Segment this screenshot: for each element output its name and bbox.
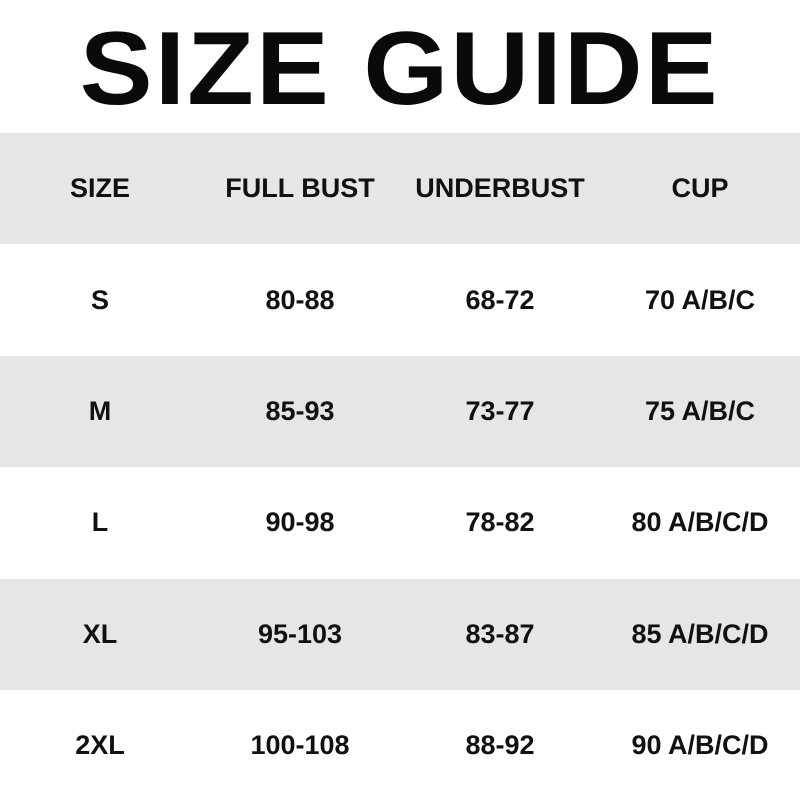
cell-underbust: 83-87 [465,618,535,649]
title-text: SIZE GUIDE [80,11,720,127]
cell-cup: 70 A/B/C [644,284,756,315]
cell-cup: 75 A/B/C [644,395,756,426]
cell-underbust: 68-72 [465,284,535,315]
table-row: 2XL 100-108 88-92 90 A/B/C/D [0,690,800,801]
header-cup: CUP [671,173,729,204]
table-row: S 80-88 68-72 70 A/B/C [0,244,800,355]
page-title: SIZE GUIDE [0,0,800,133]
table-row: L 90-98 78-82 80 A/B/C/D [0,467,800,578]
cell-underbust: 78-82 [465,507,535,538]
cell-full-bust: 85-93 [265,395,335,426]
cell-size: 2XL [75,730,125,761]
size-table: SIZE FULL BUST UNDERBUST CUP S 80-88 68-… [0,133,800,801]
cell-cup: 80 A/B/C/D [631,507,769,538]
cell-underbust: 88-92 [465,730,535,761]
table-row: M 85-93 73-77 75 A/B/C [0,355,800,468]
cell-size: XL [82,618,118,649]
cell-full-bust: 90-98 [265,507,335,538]
cell-underbust: 73-77 [465,395,535,426]
cell-size: L [91,507,109,538]
cell-full-bust: 95-103 [257,618,343,649]
cell-cup: 85 A/B/C/D [631,618,769,649]
cell-size: M [88,395,112,426]
header-underbust: UNDERBUST [415,173,585,204]
header-full-bust: FULL BUST [225,173,375,204]
cell-size: S [90,284,109,315]
header-size: SIZE [69,173,130,204]
table-row: XL 95-103 83-87 85 A/B/C/D [0,578,800,690]
cell-full-bust: 100-108 [250,730,350,761]
cell-full-bust: 80-88 [265,284,335,315]
table-header-row: SIZE FULL BUST UNDERBUST CUP [0,133,800,245]
cell-cup: 90 A/B/C/D [631,730,769,761]
